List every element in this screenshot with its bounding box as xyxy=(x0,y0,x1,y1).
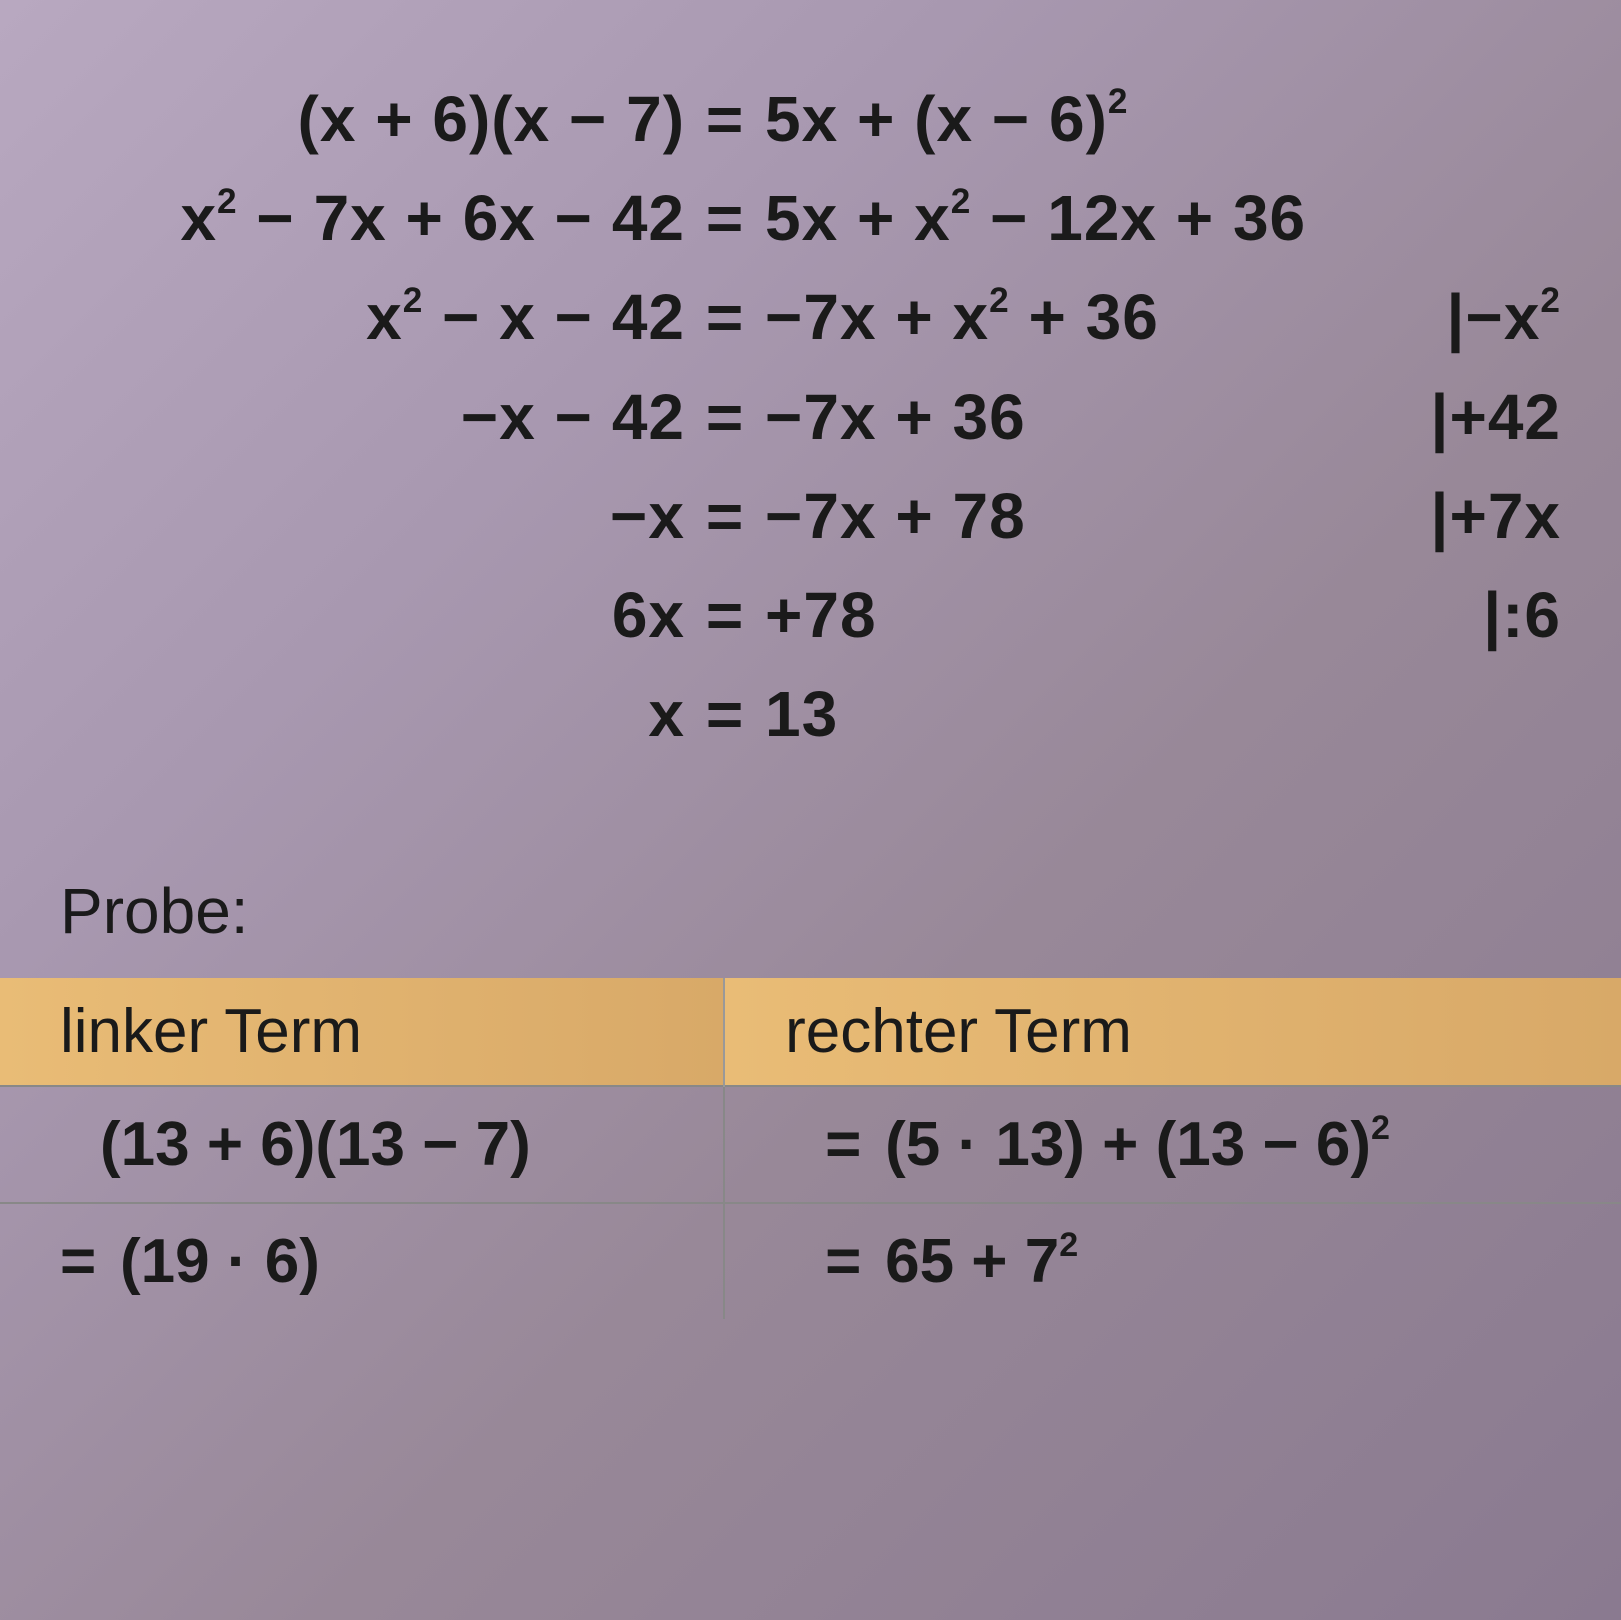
equation-row: −x − 42 = −7x + 36 |+42 xyxy=(40,368,1581,467)
probe-table: linker Term rechter Term (13 + 6)(13 − 7… xyxy=(0,978,1621,1319)
eq-rhs: 13 xyxy=(755,665,1405,764)
eq-sign: = xyxy=(695,566,755,665)
eq-lhs: x xyxy=(40,665,695,764)
cell-left: (13 + 6)(13 − 7) xyxy=(0,1086,724,1203)
cell-left: = (19 · 6) xyxy=(0,1203,724,1319)
eq-operation: |:6 xyxy=(1405,566,1581,665)
eq-lhs: (x + 6)(x − 7) xyxy=(40,70,695,169)
eq-sign: = xyxy=(695,665,755,764)
equation-row: x2 − 7x + 6x − 42 = 5x + x2 − 12x + 36 xyxy=(40,169,1581,268)
eq-lhs: −x xyxy=(40,467,695,566)
table-header-row: linker Term rechter Term xyxy=(0,978,1621,1086)
eq-operation: |−x2 xyxy=(1405,268,1581,367)
eq-lhs: x2 − 7x + 6x − 42 xyxy=(40,169,695,268)
probe-heading: Probe: xyxy=(60,874,1621,948)
eq-operation: |+7x xyxy=(1405,467,1581,566)
eq-operation: |+42 xyxy=(1405,368,1581,467)
eq-sign: = xyxy=(695,368,755,467)
col-linker-term: linker Term xyxy=(0,978,724,1086)
eq-sign: = xyxy=(695,169,755,268)
cell-right: = 65 + 72 xyxy=(724,1203,1621,1319)
eq-rhs: +78 xyxy=(755,566,1405,665)
col-rechter-term: rechter Term xyxy=(724,978,1621,1086)
table-row: = (19 · 6) = 65 + 72 xyxy=(0,1203,1621,1319)
eq-lhs: 6x xyxy=(40,566,695,665)
eq-sign: = xyxy=(695,268,755,367)
eq-lhs: x2 − x − 42 xyxy=(40,268,695,367)
eq-rhs: 5x + x2 − 12x + 36 xyxy=(755,169,1405,268)
cell-right: = (5 · 13) + (13 − 6)2 xyxy=(724,1086,1621,1203)
equation-row: x = 13 xyxy=(40,665,1581,764)
eq-rhs: −7x + x2 + 36 xyxy=(755,268,1405,367)
equation-row: 6x = +78 |:6 xyxy=(40,566,1581,665)
equation-row: −x = −7x + 78 |+7x xyxy=(40,467,1581,566)
equation-row: (x + 6)(x − 7) = 5x + (x − 6)2 xyxy=(40,70,1581,169)
table-row: (13 + 6)(13 − 7) = (5 · 13) + (13 − 6)2 xyxy=(0,1086,1621,1203)
equation-steps: (x + 6)(x − 7) = 5x + (x − 6)2 x2 − 7x +… xyxy=(0,70,1621,764)
eq-rhs: −7x + 78 xyxy=(755,467,1405,566)
equation-row: x2 − x − 42 = −7x + x2 + 36 |−x2 xyxy=(40,268,1581,367)
eq-sign: = xyxy=(695,467,755,566)
eq-sign: = xyxy=(695,70,755,169)
eq-lhs: −x − 42 xyxy=(40,368,695,467)
eq-rhs: −7x + 36 xyxy=(755,368,1405,467)
eq-rhs: 5x + (x − 6)2 xyxy=(755,70,1405,169)
math-worksheet-page: (x + 6)(x − 7) = 5x + (x − 6)2 x2 − 7x +… xyxy=(0,0,1621,1620)
